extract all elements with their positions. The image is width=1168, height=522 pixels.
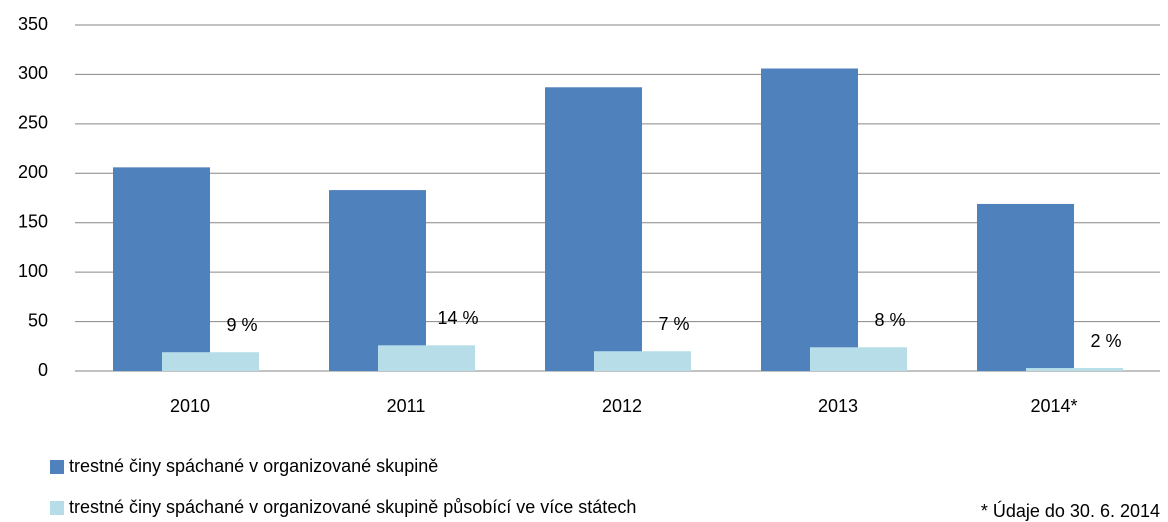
y-tick-label: 250 <box>18 113 48 133</box>
annotation: 7 % <box>658 314 689 334</box>
annotation: 9 % <box>226 315 257 335</box>
bar <box>810 347 907 371</box>
y-tick-label: 200 <box>18 162 48 182</box>
legend-label: trestné činy spáchané v organizované sku… <box>69 456 438 476</box>
y-tick-label: 150 <box>18 211 48 231</box>
bar <box>1026 368 1123 371</box>
bar <box>378 345 475 371</box>
y-tick-label: 50 <box>28 310 48 330</box>
legend-label: trestné činy spáchané v organizované sku… <box>69 497 636 517</box>
annotation: 14 % <box>437 308 478 328</box>
bar <box>761 68 858 372</box>
bar <box>594 351 691 371</box>
legend-swatch <box>50 501 64 515</box>
y-tick-label: 300 <box>18 63 48 83</box>
x-tick-label: 2012 <box>602 396 642 416</box>
x-tick-label: 2013 <box>818 396 858 416</box>
bar <box>977 203 1074 371</box>
bar <box>113 167 210 371</box>
x-tick-label: 2010 <box>170 396 210 416</box>
bar <box>162 352 259 371</box>
y-tick-label: 0 <box>38 360 48 380</box>
bar <box>329 190 426 371</box>
annotation: 2 % <box>1090 331 1121 351</box>
footnote: * Údaje do 30. 6. 2014 <box>981 500 1160 521</box>
bar <box>545 87 642 371</box>
y-tick-label: 350 <box>18 14 48 34</box>
annotation: 8 % <box>874 310 905 330</box>
x-tick-label: 2011 <box>387 396 426 416</box>
y-tick-label: 100 <box>18 261 48 281</box>
x-tick-label: 2014* <box>1030 396 1077 416</box>
legend-swatch <box>50 460 64 474</box>
